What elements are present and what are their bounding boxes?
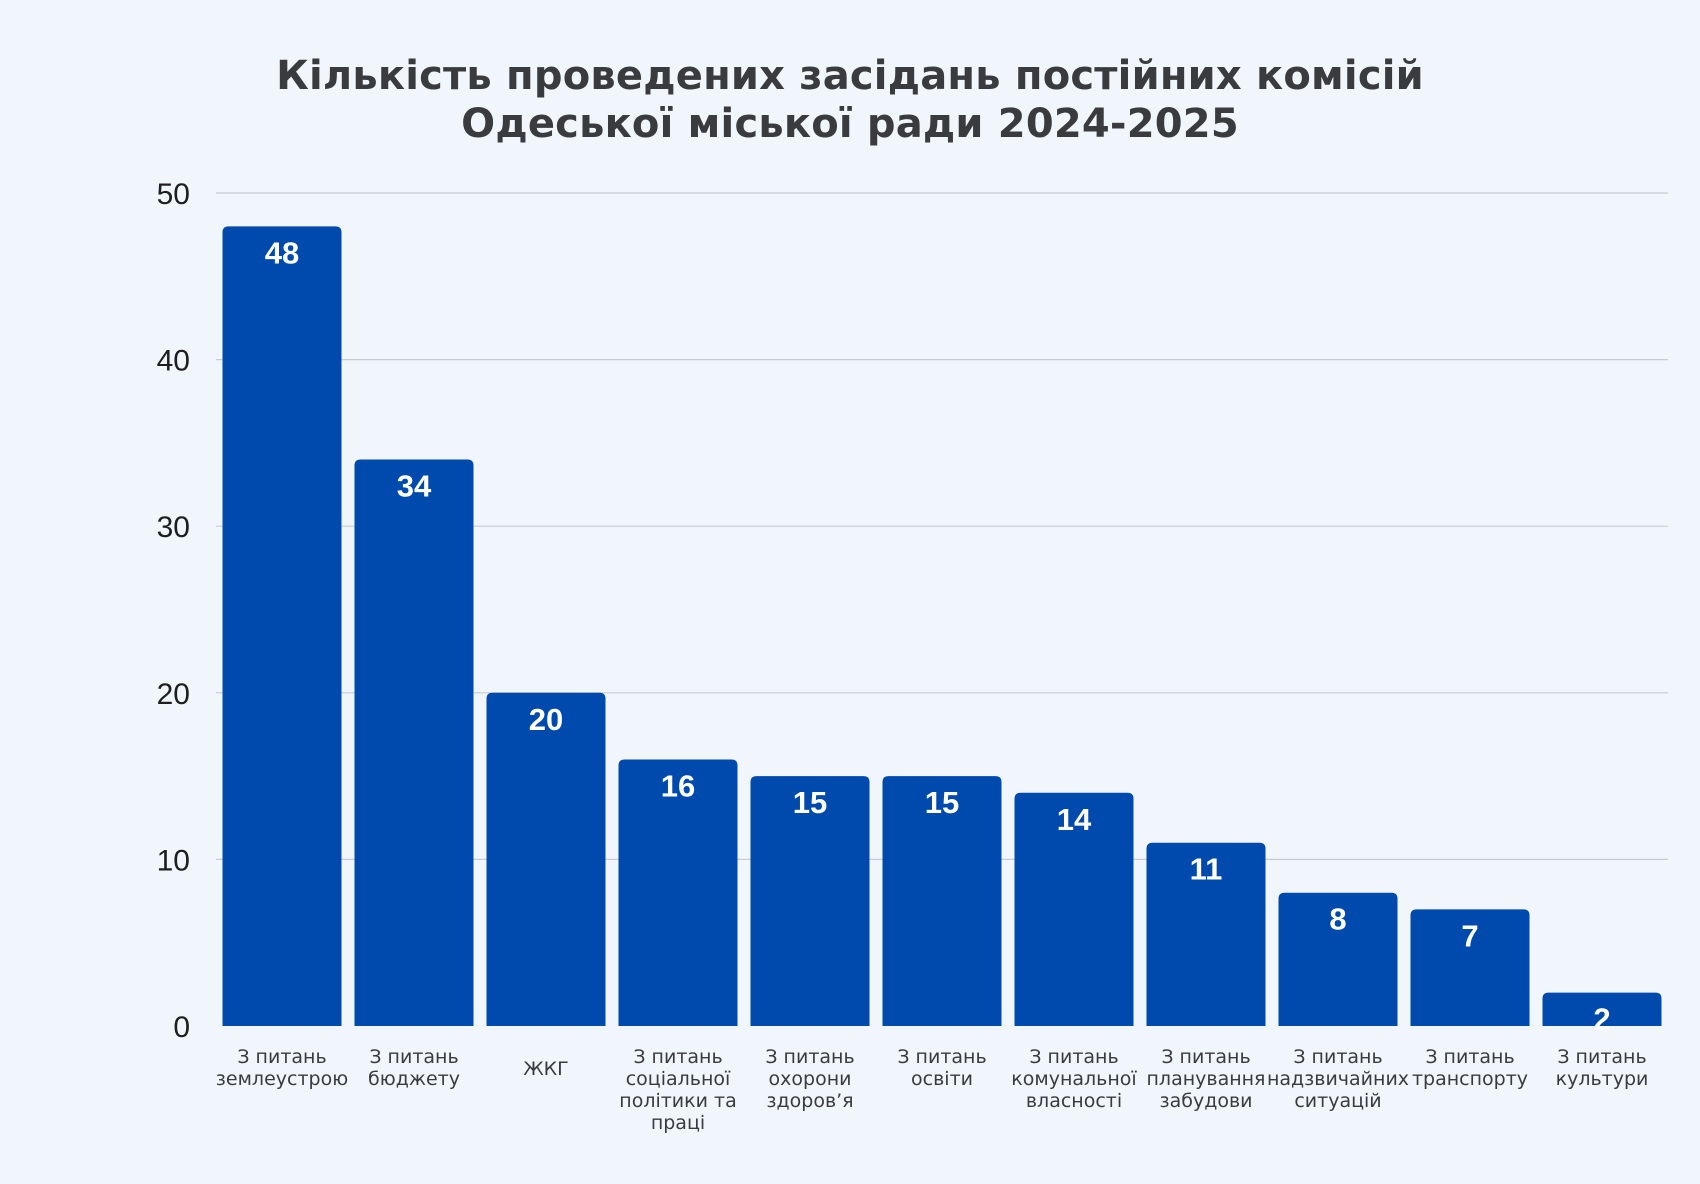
- bar: [222, 226, 342, 1026]
- data-label: 20: [529, 702, 563, 737]
- data-label: 14: [1057, 802, 1092, 837]
- data-label: 34: [397, 469, 432, 504]
- data-label: 2: [1593, 1002, 1610, 1037]
- bar: [1146, 842, 1266, 1026]
- bar: [750, 776, 870, 1026]
- x-tick-label-line: З питань: [633, 1046, 722, 1068]
- x-tick-label: З питань соціальної політики та праці: [619, 1046, 736, 1134]
- data-label: 7: [1461, 918, 1478, 953]
- x-tick-label-line: З питань: [1425, 1046, 1514, 1068]
- x-tick-label-line: З питань: [1557, 1046, 1646, 1068]
- x-tick-label-line: З питань: [765, 1046, 854, 1068]
- y-axis-ticks: 0 10 20 30 40 50: [157, 178, 190, 1044]
- chart-title-line-2: Одеської міської ради 2024-2025: [461, 101, 1239, 147]
- x-tick-label: З питань освіти: [897, 1046, 986, 1090]
- x-tick-label-line: освіти: [911, 1068, 973, 1090]
- y-tick-label: 40: [157, 345, 190, 378]
- x-tick-label-line: З питань: [1029, 1046, 1118, 1068]
- y-tick-label: 0: [173, 1011, 190, 1044]
- bar: [1410, 909, 1530, 1026]
- bar: [1278, 892, 1398, 1026]
- x-tick-label-line: планування: [1147, 1068, 1266, 1090]
- x-tick-label: З питань надзвичайних ситуацій: [1267, 1046, 1409, 1112]
- x-tick-label-line: ситуацій: [1294, 1090, 1381, 1112]
- y-tick-label: 20: [157, 678, 190, 711]
- x-tick-label: З питань комунальної власності: [1011, 1046, 1137, 1112]
- chart-title-line-1: Кількість проведених засідань постійних …: [276, 53, 1424, 99]
- bar: [1542, 992, 1662, 1026]
- x-tick-label-line: культури: [1556, 1068, 1649, 1090]
- x-tick-label-line: транспорту: [1412, 1068, 1528, 1090]
- x-tick-label-line: праці: [651, 1112, 705, 1134]
- x-tick-label: З питань транспорту: [1412, 1046, 1528, 1090]
- x-tick-label-line: власності: [1026, 1090, 1122, 1112]
- y-tick-label: 30: [157, 511, 190, 544]
- x-tick-label-line: надзвичайних: [1267, 1068, 1409, 1090]
- data-label: 48: [265, 235, 299, 270]
- x-tick-label: З питань землеустрою: [216, 1046, 348, 1090]
- bar: [618, 759, 738, 1026]
- x-tick-label-line: З питань: [237, 1046, 326, 1068]
- data-label: 16: [661, 768, 695, 803]
- chart-title: Кількість проведених засідань постійних …: [0, 52, 1700, 148]
- y-tick-label: 10: [157, 844, 190, 877]
- x-tick-label-line: бюджету: [368, 1068, 460, 1090]
- bar: [882, 776, 1002, 1026]
- x-tick-label: З питань охорони здоров’я: [765, 1046, 854, 1112]
- x-tick-label-line: забудови: [1159, 1090, 1252, 1112]
- x-tick-label-line: комунальної: [1011, 1068, 1137, 1090]
- data-label: 15: [925, 785, 959, 820]
- x-tick-label-line: землеустрою: [216, 1068, 348, 1090]
- bar: [486, 692, 606, 1026]
- x-tick-label: ЖКГ: [523, 1058, 569, 1080]
- bar: [1014, 792, 1134, 1026]
- data-label: 15: [793, 785, 827, 820]
- y-tick-label: 50: [157, 178, 190, 211]
- x-tick-label-line: З питань: [1293, 1046, 1382, 1068]
- x-tick-label-line: здоров’я: [766, 1090, 853, 1112]
- x-tick-label-line: ЖКГ: [523, 1058, 569, 1080]
- data-labels: 48 34 20 16 15 15 14 11 8 7 2: [265, 235, 1611, 1036]
- x-tick-label: З питань планування забудови: [1147, 1046, 1266, 1112]
- x-tick-label-line: З питань: [1161, 1046, 1250, 1068]
- x-tick-label-line: З питань: [897, 1046, 986, 1068]
- x-tick-label-line: політики та: [619, 1090, 736, 1112]
- data-label: 8: [1329, 902, 1346, 937]
- x-tick-label-line: охорони: [769, 1068, 852, 1090]
- bars: [222, 226, 1662, 1026]
- x-tick-label-line: соціальної: [626, 1068, 731, 1090]
- x-tick-label: З питань бюджету: [368, 1046, 460, 1090]
- data-label: 11: [1190, 852, 1223, 887]
- bar: [354, 459, 474, 1026]
- x-tick-label: З питань культури: [1556, 1046, 1649, 1090]
- x-tick-label-line: З питань: [369, 1046, 458, 1068]
